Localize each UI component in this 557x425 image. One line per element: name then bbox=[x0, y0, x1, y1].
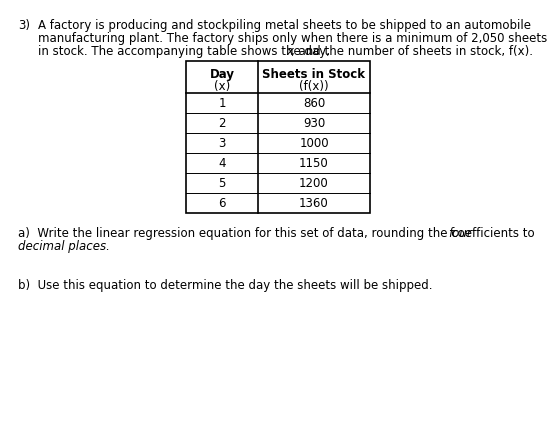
Text: , and the number of sheets in stock, f(​x).: , and the number of sheets in stock, f(​… bbox=[291, 45, 533, 58]
Bar bbox=[186, 61, 370, 213]
Text: (f(x)): (f(x)) bbox=[299, 80, 329, 93]
Text: 5: 5 bbox=[218, 176, 226, 190]
Text: manufacturing plant. The factory ships only when there is a minimum of 2,050 she: manufacturing plant. The factory ships o… bbox=[38, 32, 547, 45]
Text: a)  Write the linear regression equation for this set of data, rounding the coef: a) Write the linear regression equation … bbox=[18, 227, 539, 240]
Text: 1200: 1200 bbox=[299, 176, 329, 190]
Text: 6: 6 bbox=[218, 196, 226, 210]
Text: four: four bbox=[448, 227, 472, 240]
Text: Day: Day bbox=[209, 68, 234, 81]
Text: decimal places.: decimal places. bbox=[18, 240, 110, 253]
Text: in stock. The accompanying table shows the day,: in stock. The accompanying table shows t… bbox=[38, 45, 334, 58]
Text: (x): (x) bbox=[214, 80, 230, 93]
Text: 3: 3 bbox=[218, 136, 226, 150]
Text: 860: 860 bbox=[303, 96, 325, 110]
Text: 1: 1 bbox=[218, 96, 226, 110]
Text: 930: 930 bbox=[303, 116, 325, 130]
Text: 2: 2 bbox=[218, 116, 226, 130]
Text: A factory is producing and stockpiling metal sheets to be shipped to an automobi: A factory is producing and stockpiling m… bbox=[38, 19, 531, 32]
Text: 1000: 1000 bbox=[299, 136, 329, 150]
Text: Sheets in Stock: Sheets in Stock bbox=[262, 68, 365, 81]
Text: 1150: 1150 bbox=[299, 156, 329, 170]
Text: b)  Use this equation to determine the day the sheets will be shipped.: b) Use this equation to determine the da… bbox=[18, 279, 432, 292]
Text: 1360: 1360 bbox=[299, 196, 329, 210]
Text: 3): 3) bbox=[18, 19, 30, 32]
Text: x: x bbox=[286, 45, 293, 58]
Text: 4: 4 bbox=[218, 156, 226, 170]
